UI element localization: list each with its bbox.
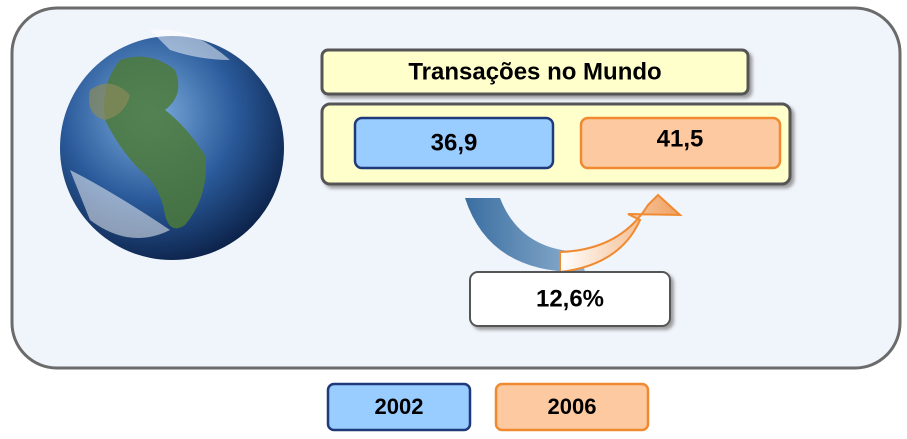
value-2002: 36,9 (431, 129, 478, 156)
value-2002-box (353, 116, 555, 170)
change-box (469, 271, 671, 327)
value-2006-box (579, 116, 782, 170)
title: Transações no Mundo (408, 58, 661, 85)
legend-2002-box (326, 382, 472, 432)
globe (60, 29, 284, 260)
value-2006: 41,5 (657, 125, 704, 152)
title-box (320, 48, 750, 96)
arrow (465, 193, 683, 274)
legend-2006-box (494, 382, 650, 432)
legend-2006: 2006 (548, 394, 597, 419)
legend-2002: 2002 (375, 394, 424, 419)
change: 12,6% (536, 285, 604, 312)
